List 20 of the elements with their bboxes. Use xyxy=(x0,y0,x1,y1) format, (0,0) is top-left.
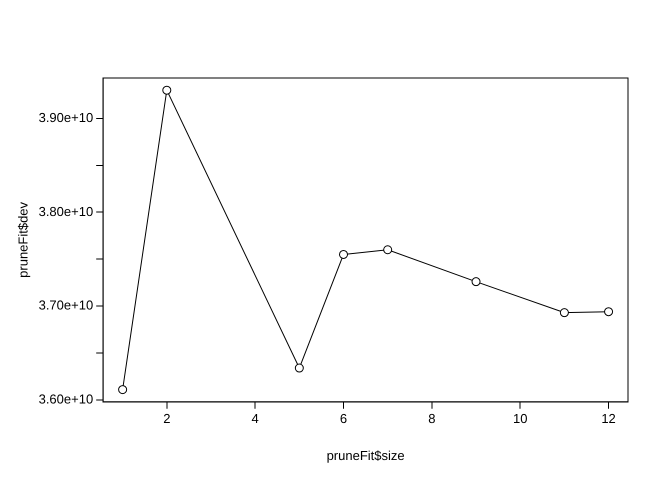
y-axis-title: pruneFit$dev xyxy=(15,201,30,278)
x-tick-label: 8 xyxy=(428,411,436,426)
x-axis-title: pruneFit$size xyxy=(326,448,405,463)
x-tick-label: 4 xyxy=(252,411,259,426)
y-tick-label: 3.80e+10 xyxy=(38,204,94,219)
point xyxy=(383,245,392,254)
point xyxy=(162,86,172,95)
y-tick-label: 3.60e+10 xyxy=(38,392,94,406)
point xyxy=(560,308,569,318)
point xyxy=(339,250,348,259)
point xyxy=(294,364,304,373)
x-tick-label: 2 xyxy=(163,411,170,426)
point xyxy=(604,307,614,316)
x-tick-label: 12 xyxy=(601,411,616,426)
x-tick-label: 10 xyxy=(512,411,528,426)
point xyxy=(118,385,128,394)
y-tick-label: 3.70e+10 xyxy=(38,298,94,313)
point xyxy=(472,277,481,286)
x-tick-label: 6 xyxy=(340,411,348,426)
y-tick-label: 3.90e+10 xyxy=(38,110,94,125)
